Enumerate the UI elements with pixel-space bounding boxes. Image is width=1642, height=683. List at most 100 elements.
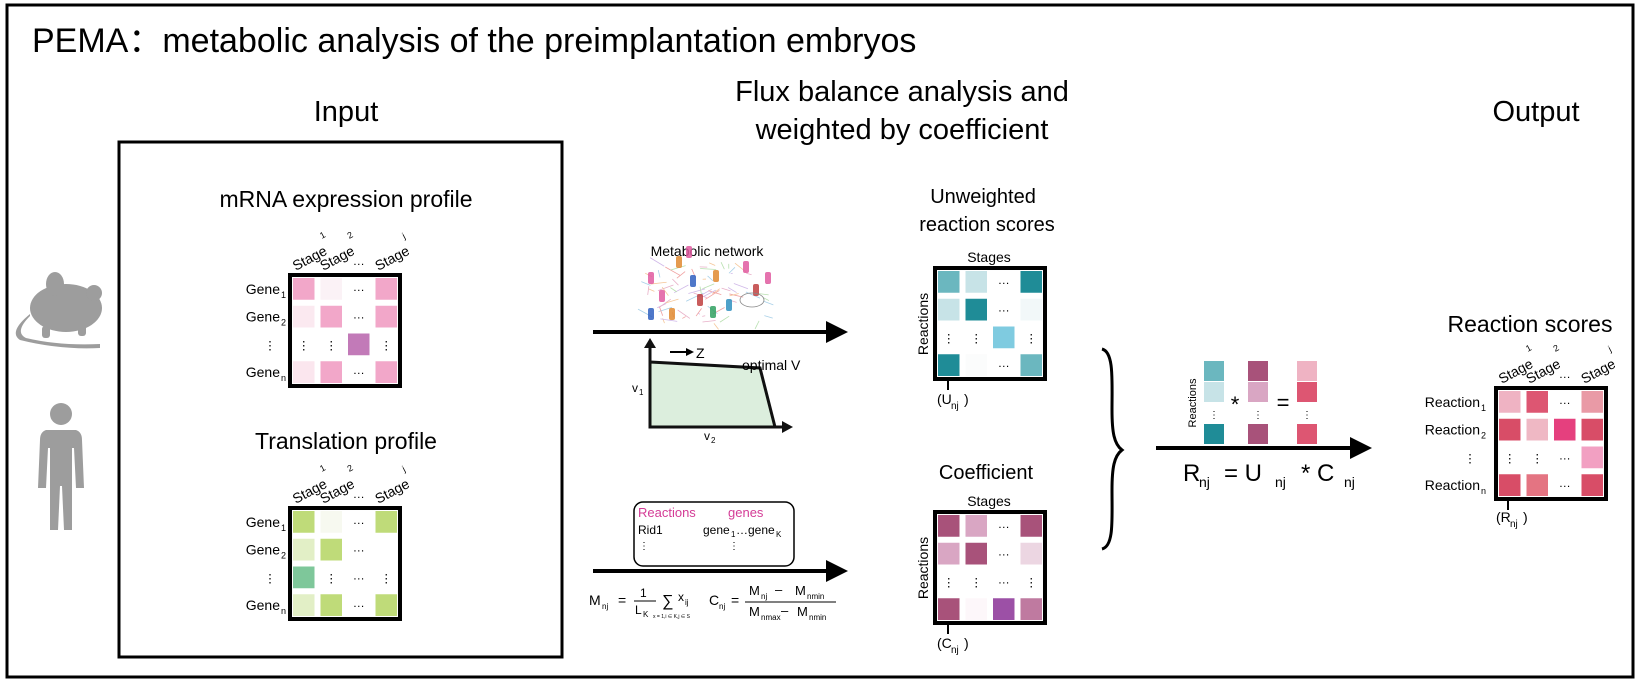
network-node — [690, 275, 696, 287]
network-edge — [707, 275, 714, 282]
unweighted-bottom-paren: ) — [964, 391, 969, 407]
output-vdots: ⋮ — [1504, 451, 1516, 465]
network-node — [686, 246, 692, 258]
output-row-vdots: ⋮ — [1464, 451, 1476, 465]
translation-hdots: … — [353, 513, 365, 527]
unweighted-cell — [938, 271, 960, 293]
network-edge — [672, 278, 679, 286]
formula-den-m1: M — [749, 604, 760, 619]
geneK-label: gene — [748, 523, 775, 537]
mrna-stage-ellipsis: … — [353, 254, 365, 268]
formula-num-m2-subscript: nmin — [807, 592, 824, 601]
combine-result-cell — [1297, 424, 1317, 444]
coefficient-cell — [938, 598, 960, 620]
rid-vdots: ⋮ — [639, 541, 649, 552]
formula-num-m1-subscript: nj — [761, 592, 767, 601]
combine-unweighted-vdots: ⋮ — [1209, 410, 1219, 421]
output-row-subscript: 1 — [1481, 403, 1486, 413]
unweighted-cell — [993, 326, 1015, 349]
network-edge — [650, 281, 667, 285]
gene-vdots: ⋮ — [729, 541, 739, 552]
fba-heading-line1: Flux balance analysis and — [735, 76, 1069, 108]
network-edge — [699, 286, 702, 295]
unweighted-cell — [965, 298, 987, 321]
combine-result-vdots: ⋮ — [1302, 410, 1312, 421]
translation-row-label: Gene — [246, 597, 280, 613]
formula-c: C — [709, 592, 719, 608]
combine-result-cell — [1297, 382, 1317, 402]
v2-axis-head — [782, 421, 793, 433]
output-vdots: ⋮ — [1531, 451, 1543, 465]
combine-coefficient-cell — [1248, 382, 1268, 402]
output-hdots: … — [1559, 393, 1571, 407]
mrna-row-label: Gene — [246, 364, 280, 380]
network-node — [676, 256, 682, 268]
formula-den-m2: M — [797, 604, 808, 619]
formula-eq-u: = U — [1224, 460, 1262, 487]
network-edge — [733, 283, 749, 290]
coefficient-cell — [965, 515, 987, 537]
unweighted-bottom-label: (U — [937, 391, 952, 407]
output-stage-subscript: 1 — [1524, 343, 1533, 354]
translation-cell — [375, 594, 397, 616]
input-box — [117, 140, 564, 659]
output-stage-subscript: j — [1606, 344, 1613, 354]
combine-unweighted-cell — [1204, 361, 1224, 381]
translation-stage-ellipsis: … — [353, 487, 365, 501]
mrna-cell — [320, 361, 342, 383]
output-cell — [1581, 474, 1603, 496]
mrna-vdots: ⋮ — [380, 338, 392, 352]
mrna-cell — [320, 305, 342, 328]
combine-coefficient-vdots: ⋮ — [1253, 410, 1263, 421]
formula-den-minus: – — [781, 603, 789, 618]
network-edge — [702, 315, 706, 317]
output-cell — [1581, 446, 1603, 469]
network-edge — [661, 286, 669, 296]
unweighted-cell — [965, 354, 987, 376]
translation-stage-subscript: j — [400, 464, 407, 474]
mrna-cell — [375, 361, 397, 383]
mrna-cell — [293, 305, 315, 328]
mrna-row-vdots: ⋮ — [264, 338, 276, 352]
mrna-vdots: ⋮ — [325, 338, 337, 352]
output-hdots: … — [1559, 448, 1571, 462]
translation-title: Translation profile — [255, 428, 437, 454]
network-node — [710, 306, 716, 318]
network-edge — [754, 320, 760, 330]
network-node — [697, 294, 703, 306]
output-stage-ellipsis: … — [1559, 367, 1571, 381]
formula-l: L — [635, 603, 642, 617]
output-stage-subscript: 2 — [1552, 343, 1561, 354]
output-heading: Output — [1492, 96, 1579, 128]
z-label: Z — [696, 345, 705, 361]
network-loop — [739, 292, 765, 308]
network-edge — [700, 268, 717, 270]
output-stage-label: Stage — [1578, 355, 1618, 386]
network-edge — [702, 320, 716, 323]
translation-hdots: … — [353, 596, 365, 610]
formula-num-m1: M — [749, 583, 760, 598]
output-cell — [1499, 418, 1521, 441]
gene1-subscript: 1 — [731, 530, 736, 539]
combine-coefficient-cell — [1248, 424, 1268, 444]
v1-label: v — [632, 381, 638, 395]
coefficient-title: Coefficient — [939, 462, 1034, 484]
network-edge — [649, 257, 665, 267]
mrna-hdots: … — [353, 280, 365, 294]
unweighted-hdots: … — [998, 356, 1010, 370]
network-edge — [709, 262, 716, 266]
combine-coefficient-cell — [1248, 361, 1268, 381]
output-cell — [1581, 391, 1603, 413]
unweighted-stages-label: Stages — [967, 249, 1011, 265]
mrna-cell — [293, 278, 315, 300]
v2-subscript: 2 — [711, 436, 716, 445]
mrna-cell — [348, 333, 370, 356]
output-cell — [1526, 418, 1548, 441]
output-row-label: Reaction — [1425, 477, 1480, 493]
output-bottom-subscript: nj — [1510, 519, 1518, 530]
network-node — [743, 261, 749, 273]
mrna-row-subscript: 2 — [281, 318, 286, 328]
combine-arrow-head — [1350, 437, 1372, 459]
network-node — [669, 308, 675, 320]
